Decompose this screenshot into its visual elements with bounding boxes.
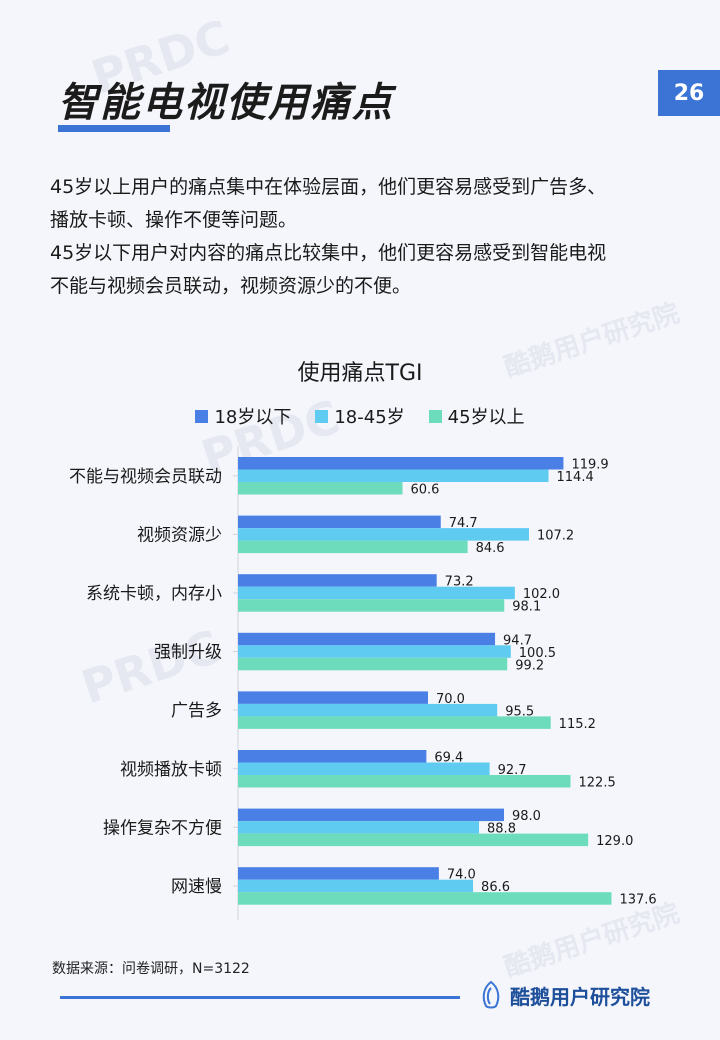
penguin-logo-icon: [482, 980, 500, 1009]
data-label: 98.0: [512, 809, 541, 824]
legend-item-45-above: 45岁以上: [428, 403, 525, 429]
bar: [238, 821, 480, 834]
page-number: 26: [658, 70, 720, 116]
data-label: 119.9: [571, 458, 608, 473]
legend-item-18-45: 18-45岁: [315, 403, 405, 429]
data-label: 129.0: [596, 834, 633, 849]
category-label: 强制升级: [154, 643, 222, 663]
bar: [238, 574, 437, 587]
bar: [238, 586, 515, 600]
intro-line: 45岁以上用户的痛点集中在体验层面，他们更容易感受到广告多、: [50, 176, 607, 198]
bar: [238, 879, 474, 893]
legend-label-45-above: 45岁以上: [447, 407, 525, 428]
data-label: 100.5: [519, 646, 556, 661]
bar: [238, 892, 612, 905]
chart-title: 使用痛点TGI: [297, 361, 423, 386]
category-label: 网速慢: [171, 876, 222, 897]
data-label: 84.6: [476, 541, 505, 556]
category-label: 不能与视频会员联动: [69, 467, 222, 487]
data-label: 70.0: [436, 692, 465, 707]
bar: [238, 657, 508, 671]
chart-legend: 18岁以下 18-45岁 45岁以上: [0, 403, 720, 429]
bar: [238, 482, 403, 495]
bar: [238, 716, 551, 729]
data-label: 114.4: [557, 470, 594, 485]
title-underline: [58, 125, 170, 132]
bar: [238, 645, 511, 658]
data-label: 115.2: [559, 717, 596, 732]
data-label: 74.7: [449, 516, 478, 531]
data-label: 102.0: [523, 587, 560, 602]
legend-item-18-below: 18岁以下: [195, 403, 291, 429]
legend-swatch-18-below: [195, 409, 209, 423]
data-label: 107.2: [537, 529, 574, 544]
bar: [238, 528, 529, 541]
page-title: 智能电视使用痛点: [58, 80, 394, 126]
bar: [238, 867, 439, 880]
legend-swatch-18-45: [315, 409, 329, 423]
category-label: 视频播放卡顿: [120, 760, 222, 780]
category-label: 视频资源少: [137, 525, 222, 545]
bar: [238, 469, 549, 482]
bar: [238, 457, 564, 470]
bar: [238, 762, 490, 775]
data-label: 88.8: [487, 822, 516, 837]
footer-logo: 酷鹅用户研究院: [478, 980, 650, 1010]
intro-line: 不能与视频会员联动，视频资源少的不便。: [50, 275, 412, 297]
data-label: 73.2: [445, 575, 474, 590]
bar: [238, 599, 505, 612]
data-source: 数据来源：问卷调研，N=3122: [52, 961, 250, 977]
category-label: 操作复杂不方便: [103, 818, 222, 838]
legend-label-18-45: 18-45岁: [334, 407, 405, 428]
intro-text: 45岁以上用户的痛点集中在体验层面，他们更容易感受到广告多、 播放卡顿、操作不便…: [50, 171, 690, 303]
bar: [238, 750, 427, 763]
data-label: 86.6: [481, 880, 510, 895]
bar: [238, 632, 496, 646]
data-label: 99.2: [515, 658, 544, 673]
data-label: 74.0: [447, 868, 476, 883]
intro-line: 播放卡顿、操作不便等问题。: [50, 209, 298, 231]
footer-line: [60, 996, 460, 999]
category-label: 广告多: [171, 701, 222, 721]
data-label: 94.7: [503, 633, 532, 648]
data-label: 69.4: [434, 751, 463, 766]
legend-label-18-below: 18岁以下: [214, 407, 292, 428]
data-label: 137.6: [619, 893, 656, 908]
data-label: 95.5: [505, 704, 534, 719]
data-label: 60.6: [410, 483, 439, 498]
data-label: 92.7: [498, 763, 527, 778]
category-label: 系统卡顿，内存小: [86, 584, 222, 604]
bar: [238, 515, 441, 529]
intro-line: 45岁以下用户对内容的痛点比较集中，他们更容易感受到智能电视: [50, 242, 607, 264]
bar: [238, 703, 498, 717]
bar: [238, 691, 428, 704]
legend-swatch-45-above: [428, 409, 442, 423]
footer-logo-text: 酷鹅用户研究院: [510, 984, 650, 1009]
data-label: 122.5: [579, 776, 616, 791]
bar: [238, 808, 504, 822]
data-label: 98.1: [512, 600, 541, 615]
bar: [238, 775, 571, 788]
bar: [238, 540, 468, 554]
bar: [238, 833, 589, 847]
